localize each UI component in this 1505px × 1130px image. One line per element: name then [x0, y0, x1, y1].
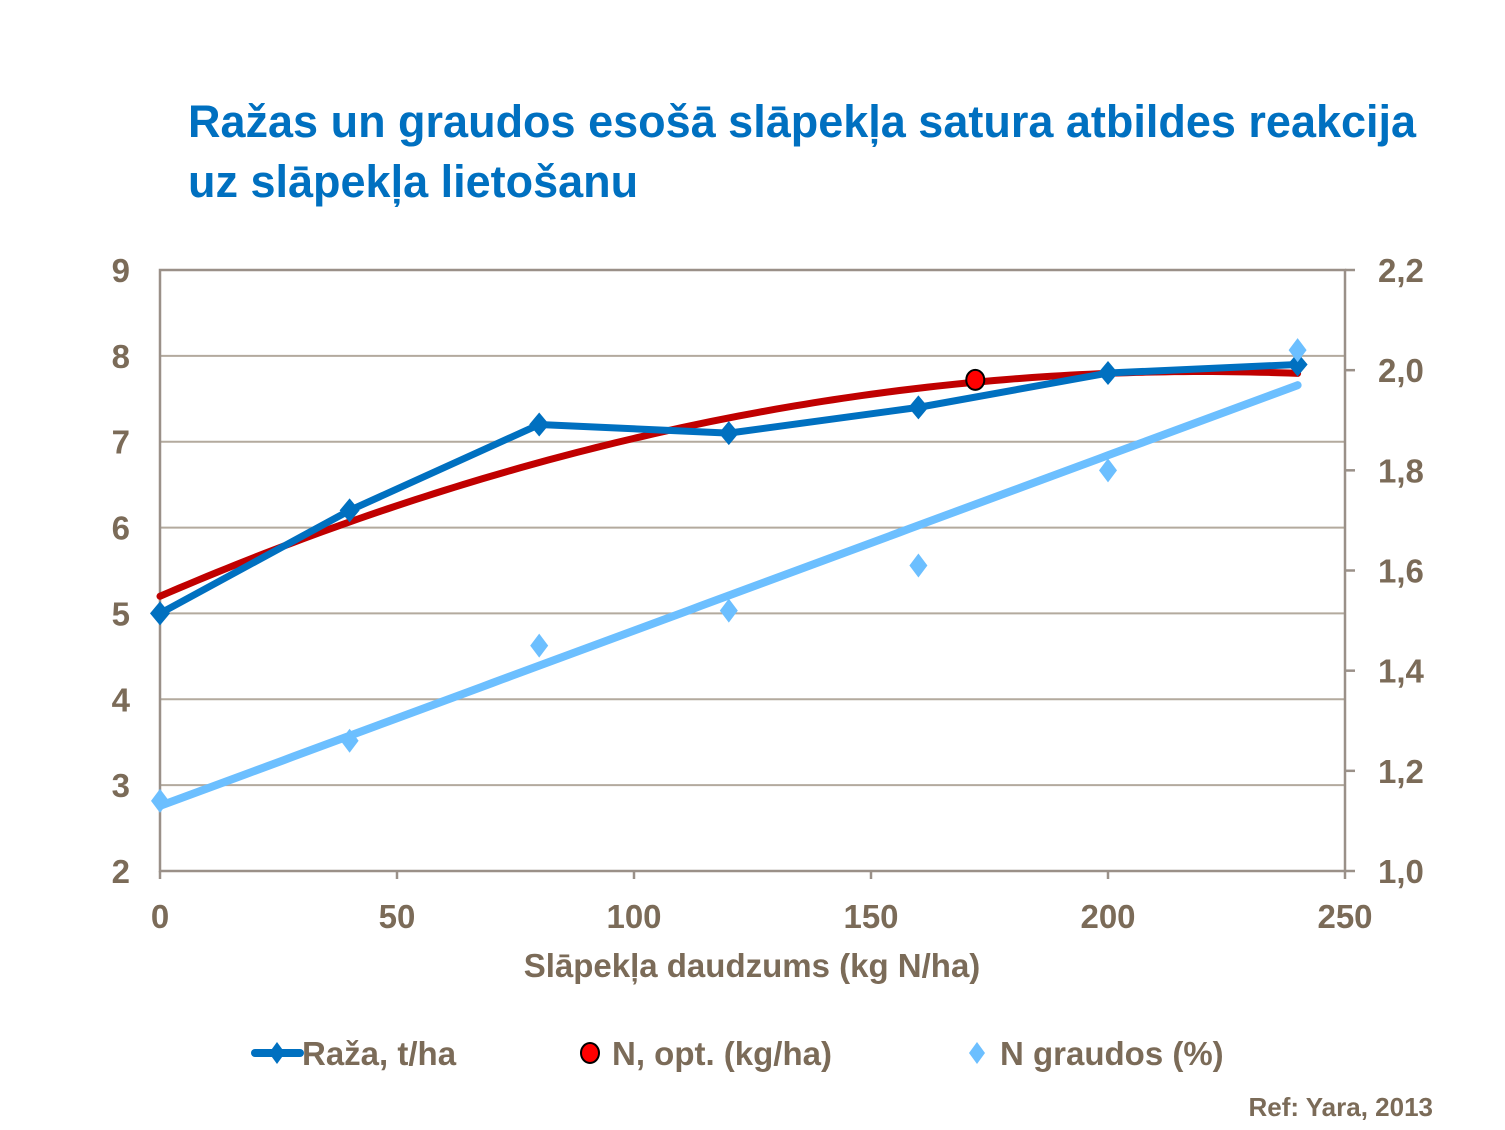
n-graudos-point — [340, 728, 359, 753]
y-left-tick-label: 7 — [112, 424, 130, 461]
y-right-tick-label: 1,4 — [1378, 653, 1425, 690]
raza-point — [529, 412, 550, 437]
legend-raza-marker — [269, 1042, 285, 1064]
y-left-tick-label: 8 — [112, 338, 130, 375]
x-tick-label: 200 — [1080, 898, 1135, 935]
n-opt-point — [965, 368, 986, 391]
y-right-tick-label: 1,8 — [1378, 452, 1424, 489]
raza-line — [158, 360, 1298, 617]
legend-n-opt-label: N, opt. (kg/ha) — [612, 1035, 832, 1072]
y-right-tick-label: 1,2 — [1378, 753, 1424, 790]
x-tick-label: 0 — [151, 898, 169, 935]
plot-frame — [158, 268, 1347, 873]
x-tick-label: 100 — [606, 898, 661, 935]
raza-point — [1287, 352, 1308, 377]
raza-point — [908, 395, 929, 420]
y-right-tick-label: 1,0 — [1378, 853, 1424, 890]
n-graudos-point — [530, 633, 549, 658]
n-graudos-point — [1288, 338, 1307, 363]
legend-n-graudos-label: N graudos (%) — [1000, 1035, 1224, 1072]
n-graudos-point — [1099, 458, 1117, 483]
legend: Raža, t/ha N, opt. (kg/ha) N graudos (%) — [251, 1035, 1224, 1072]
raza-point — [1098, 361, 1118, 386]
y-right-tick-label: 1,6 — [1378, 553, 1424, 590]
n-graudos-trendline — [156, 381, 1302, 810]
series — [150, 338, 1308, 813]
x-tick-label: 150 — [843, 898, 898, 935]
raza-point — [150, 601, 170, 626]
axes — [158, 268, 1355, 879]
x-tick-label: 250 — [1317, 898, 1372, 935]
y-left-tick-label: 3 — [112, 767, 130, 804]
y-left-tick-label: 6 — [112, 510, 130, 547]
n-graudos-point — [719, 598, 738, 623]
n-graudos-point — [909, 553, 928, 578]
raza-trendline — [156, 368, 1302, 600]
chart-title: Ražas un graudos esošā slāpekļa satura a… — [188, 96, 1417, 207]
x-tick-label: 50 — [379, 898, 416, 935]
tick-labels: 2 3 4 5 6 7 8 9 1,0 1,2 1,4 1,6 1,8 2,0 2,2 0 50 100 150 20… — [112, 252, 1425, 935]
y-right-tick-label: 2,0 — [1378, 352, 1424, 389]
y-left-tick-label: 2 — [112, 853, 130, 890]
x-axis-label: Slāpekļa daudzums (kg N/ha) — [524, 947, 981, 984]
gridlines — [160, 354, 1345, 787]
legend-raza-label: Raža, t/ha — [302, 1035, 457, 1072]
y-right-tick-label: 2,2 — [1378, 252, 1424, 289]
y-left-tick-label: 4 — [112, 681, 131, 718]
y-left-tick-label: 9 — [112, 252, 130, 289]
n-graudos-point — [151, 788, 169, 813]
legend-n-graudos-marker — [969, 1042, 985, 1064]
raza-point — [339, 498, 360, 523]
y-left-tick-label: 5 — [112, 595, 130, 632]
reference-note: Ref: Yara, 2013 — [1248, 1092, 1433, 1122]
raza-point — [718, 421, 739, 446]
legend-n-opt-marker — [580, 1042, 600, 1064]
